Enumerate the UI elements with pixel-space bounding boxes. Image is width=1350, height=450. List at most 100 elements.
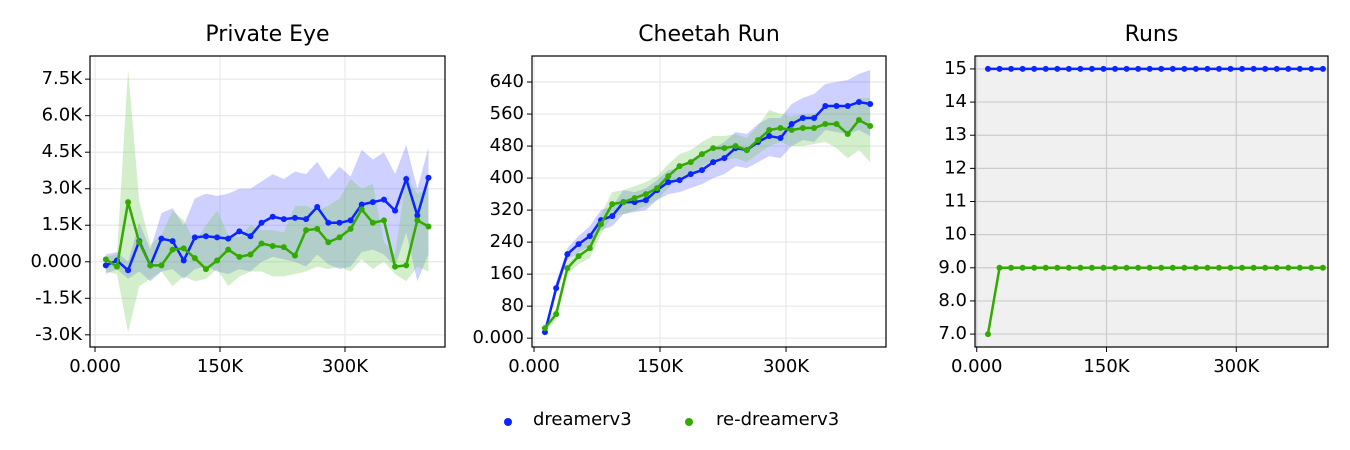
data-point <box>347 217 354 224</box>
y-tick-label: 8.0 <box>938 290 967 311</box>
data-point <box>392 263 399 270</box>
y-tick-label: 12 <box>944 157 967 178</box>
data-point <box>1192 264 1199 271</box>
data-point <box>1239 264 1246 271</box>
data-point <box>269 213 276 220</box>
data-point <box>620 199 627 206</box>
data-point <box>1146 264 1153 271</box>
data-point <box>654 185 661 192</box>
data-point <box>867 101 874 108</box>
data-point <box>1319 264 1326 271</box>
data-point <box>191 255 198 262</box>
data-point <box>1088 65 1095 72</box>
plot-frame <box>531 55 887 348</box>
data-point <box>676 163 683 170</box>
data-point <box>1065 264 1072 271</box>
data-point <box>280 244 287 251</box>
data-point <box>698 167 705 174</box>
data-point <box>575 253 582 260</box>
plot-frame <box>974 55 1329 348</box>
data-point <box>1250 65 1257 72</box>
data-point <box>1262 264 1269 271</box>
y-tick-label: 15 <box>944 58 967 79</box>
data-point <box>1204 65 1211 72</box>
data-point <box>1158 65 1165 72</box>
data-point <box>325 239 332 246</box>
chart-title: Runs <box>1125 22 1179 47</box>
data-point <box>403 262 410 269</box>
data-point <box>392 207 399 214</box>
data-point <box>247 251 254 258</box>
data-point <box>191 234 198 241</box>
data-point <box>642 197 649 204</box>
data-point <box>303 227 310 234</box>
data-point <box>403 175 410 182</box>
data-point <box>788 127 795 134</box>
data-point <box>1262 65 1269 72</box>
data-point <box>202 266 209 273</box>
data-point <box>136 239 143 246</box>
chart-title: Private Eye <box>205 22 329 47</box>
data-point <box>1008 65 1015 72</box>
data-point <box>291 252 298 259</box>
data-point <box>158 235 165 242</box>
data-point <box>822 121 829 128</box>
data-point <box>1181 65 1188 72</box>
data-point <box>799 115 806 122</box>
data-point <box>158 262 165 269</box>
data-point <box>303 216 310 223</box>
data-point <box>665 179 672 186</box>
data-point <box>425 223 432 230</box>
data-point <box>676 177 683 184</box>
data-point <box>414 217 421 224</box>
data-point <box>1065 65 1072 72</box>
data-point <box>710 145 717 152</box>
data-point <box>1135 264 1142 271</box>
data-point <box>1158 264 1165 271</box>
data-point <box>1273 65 1280 72</box>
y-tick-label: 7.5K <box>42 68 84 89</box>
data-point <box>113 263 120 270</box>
legend-label: re-dreamerv3 <box>716 409 839 430</box>
data-point <box>1285 65 1292 72</box>
y-tick-label: 480 <box>490 135 524 156</box>
y-tick-label: 160 <box>490 263 524 284</box>
plot-content <box>541 70 874 336</box>
data-point <box>280 216 287 223</box>
data-point <box>125 267 132 274</box>
x-tick-label: 150K <box>637 356 684 377</box>
data-point <box>369 199 376 206</box>
y-tick-label: 9.0 <box>938 257 967 278</box>
data-point <box>236 228 243 235</box>
data-point <box>1135 65 1142 72</box>
data-point <box>586 245 593 252</box>
data-point <box>1192 65 1199 72</box>
data-point <box>314 225 321 232</box>
data-point <box>1204 264 1211 271</box>
data-point <box>258 240 265 247</box>
data-point <box>1100 264 1107 271</box>
data-point <box>1250 264 1257 271</box>
y-tick-label: 11 <box>944 191 967 212</box>
x-tick-label: 150K <box>1083 356 1130 377</box>
data-point <box>147 262 154 269</box>
data-point <box>833 121 840 128</box>
data-point <box>586 233 593 240</box>
error-band <box>544 70 871 335</box>
data-point <box>1019 264 1026 271</box>
data-point <box>1169 264 1176 271</box>
data-point <box>631 195 638 202</box>
data-point <box>844 103 851 110</box>
data-point <box>169 238 176 245</box>
x-tick-label: 0.000 <box>508 356 560 377</box>
x-tick-label: 150K <box>197 356 244 377</box>
y-tick-label: -1.5K <box>35 287 83 308</box>
data-point <box>1227 65 1234 72</box>
data-point <box>721 145 728 152</box>
data-point <box>811 115 818 122</box>
data-point <box>1308 65 1315 72</box>
data-point <box>1031 264 1038 271</box>
data-point <box>414 212 421 219</box>
data-point <box>1215 264 1222 271</box>
data-point <box>1112 65 1119 72</box>
